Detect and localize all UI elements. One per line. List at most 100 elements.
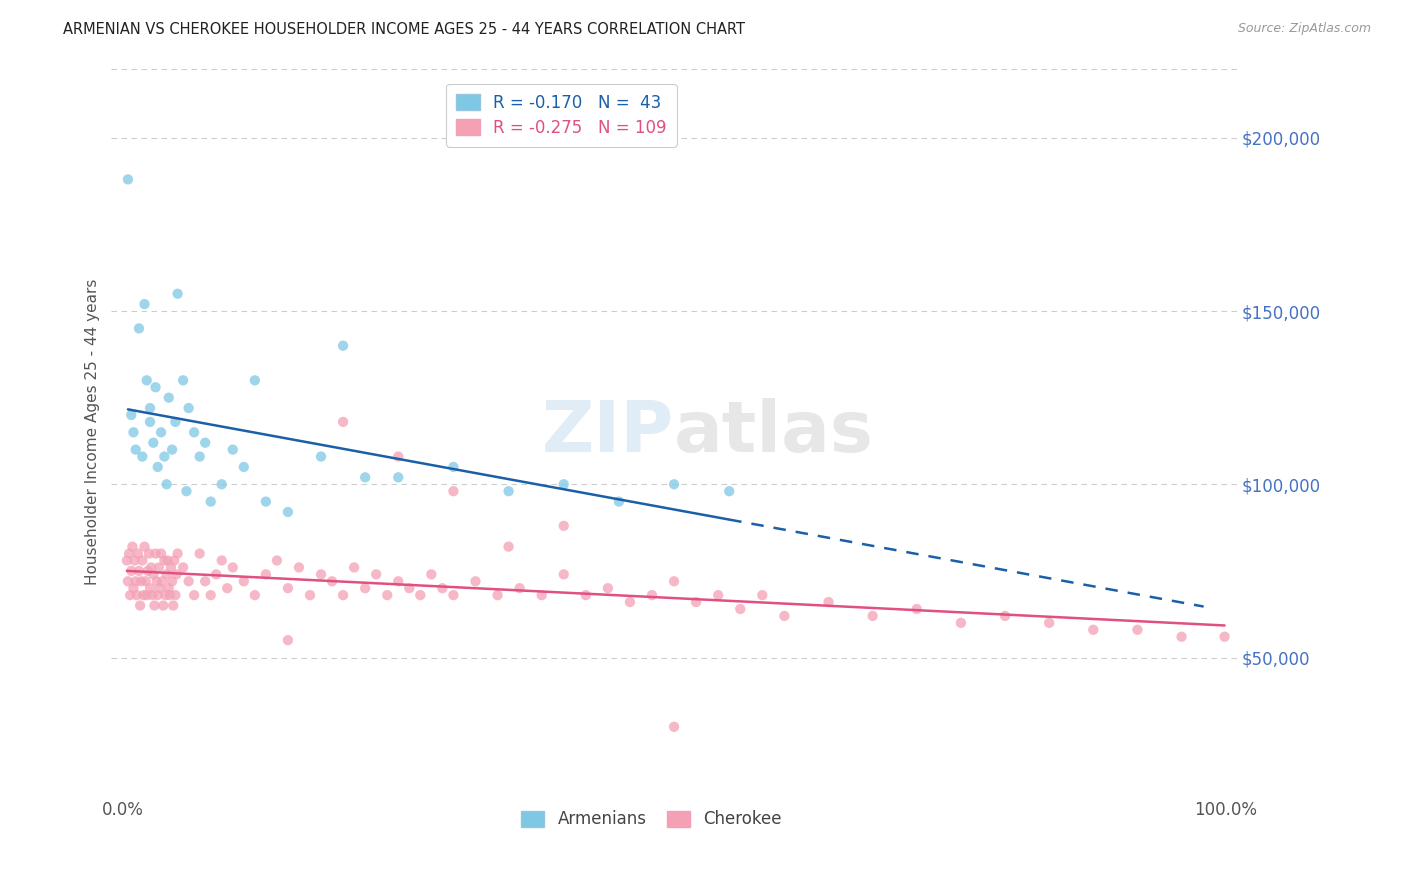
Point (596, 581, 619, 595)
Point (254, 567, 277, 582)
Point (177, 574, 200, 589)
Point (309, 567, 332, 582)
Point (905, 602, 928, 616)
Point (441, 484, 464, 499)
Point (139, 415, 162, 429)
Point (718, 484, 741, 499)
Point (222, 560, 245, 574)
Point (129, 574, 152, 589)
Point (135, 588, 157, 602)
Point (127, 547, 149, 561)
Point (150, 547, 173, 561)
Point (121, 540, 143, 554)
Point (143, 599, 166, 613)
Point (183, 588, 205, 602)
Point (141, 588, 163, 602)
Point (309, 450, 332, 464)
Point (145, 547, 167, 561)
Point (177, 401, 200, 415)
Point (125, 442, 148, 457)
Point (1083, 623, 1105, 637)
Point (200, 494, 222, 508)
Point (122, 581, 145, 595)
Point (188, 547, 211, 561)
Point (188, 450, 211, 464)
Point (176, 484, 198, 499)
Point (194, 574, 217, 589)
Point (332, 415, 354, 429)
Text: atlas: atlas (673, 398, 875, 467)
Point (134, 540, 156, 554)
Point (118, 547, 141, 561)
Point (142, 435, 165, 450)
Point (162, 599, 184, 613)
Point (205, 567, 228, 582)
Point (498, 484, 520, 499)
Point (553, 567, 575, 582)
Point (387, 574, 409, 589)
Point (277, 505, 299, 519)
Point (165, 415, 187, 429)
Point (128, 321, 150, 335)
Point (131, 553, 153, 567)
Point (152, 599, 174, 613)
Point (1038, 615, 1060, 630)
Point (146, 588, 169, 602)
Point (138, 547, 160, 561)
Point (136, 564, 159, 578)
Point (131, 450, 153, 464)
Legend: Armenians, Cherokee: Armenians, Cherokee (515, 804, 789, 835)
Point (994, 609, 1017, 624)
Point (575, 588, 598, 602)
Point (166, 567, 188, 582)
Point (441, 588, 464, 602)
Point (163, 553, 186, 567)
Point (409, 588, 432, 602)
Text: Source: ZipAtlas.com: Source: ZipAtlas.com (1237, 22, 1371, 36)
Point (155, 588, 177, 602)
Point (160, 560, 183, 574)
Point (354, 581, 377, 595)
Point (387, 470, 409, 484)
Point (153, 450, 176, 464)
Point (366, 567, 388, 582)
Point (1170, 630, 1192, 644)
Point (139, 581, 162, 595)
Point (607, 494, 630, 508)
Point (122, 425, 145, 440)
Point (211, 477, 233, 491)
Point (159, 588, 181, 602)
Point (135, 373, 157, 387)
Point (132, 588, 155, 602)
Point (530, 588, 553, 602)
Point (115, 553, 138, 567)
Point (662, 720, 685, 734)
Point (553, 477, 575, 491)
Point (153, 553, 176, 567)
Point (145, 380, 167, 394)
Point (211, 553, 233, 567)
Point (277, 633, 299, 648)
Point (165, 588, 187, 602)
Point (166, 286, 188, 301)
Point (120, 408, 142, 422)
Point (124, 553, 146, 567)
Point (509, 581, 531, 595)
Point (120, 588, 142, 602)
Y-axis label: Householder Income Ages 25 - 44 years: Householder Income Ages 25 - 44 years (86, 279, 100, 585)
Point (155, 567, 177, 582)
Point (619, 595, 641, 609)
Point (332, 588, 354, 602)
Point (217, 581, 239, 595)
Point (553, 519, 575, 533)
Point (662, 574, 685, 589)
Point (157, 581, 180, 595)
Point (1126, 623, 1149, 637)
Point (183, 425, 205, 440)
Point (1213, 630, 1236, 644)
Point (146, 459, 169, 474)
Point (150, 425, 173, 440)
Point (157, 391, 180, 405)
Point (420, 567, 443, 582)
Point (117, 574, 139, 589)
